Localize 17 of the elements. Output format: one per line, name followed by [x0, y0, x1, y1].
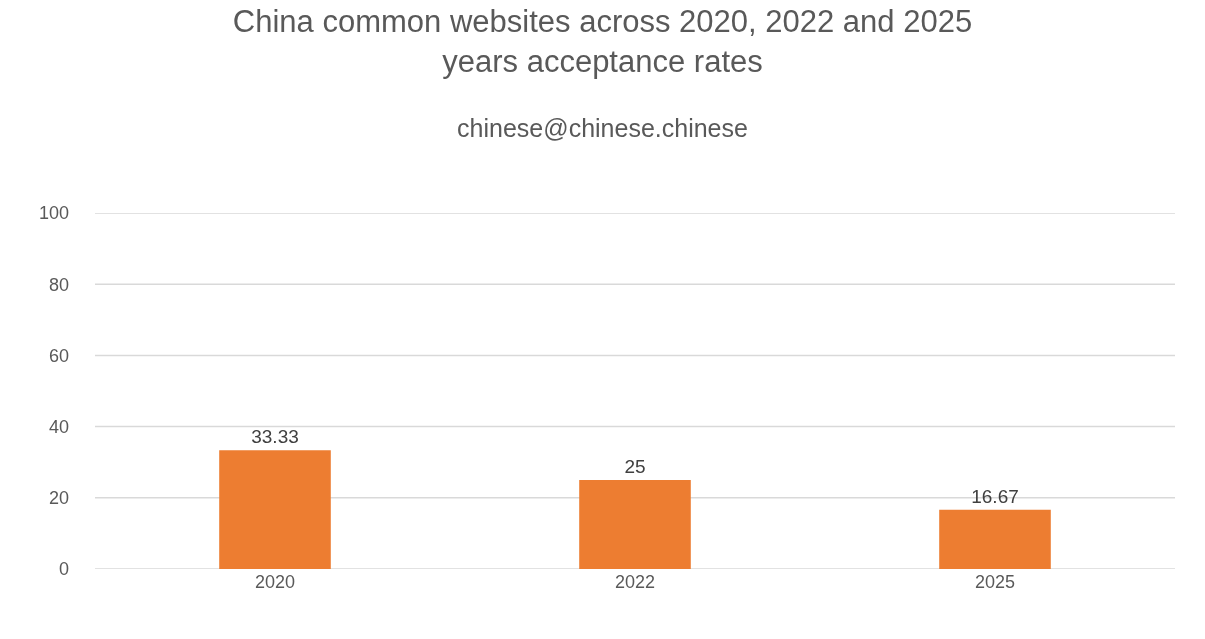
data-label: 25: [624, 456, 646, 477]
bar: [939, 509, 1051, 569]
y-tick-label: 60: [48, 345, 69, 366]
x-tick-label: 2025: [974, 572, 1016, 592]
bar: [219, 450, 331, 569]
y-tick-label: 20: [48, 488, 69, 509]
bar: [579, 480, 691, 569]
x-tick-label: 2022: [614, 572, 656, 592]
data-label: 16.67: [971, 485, 1019, 507]
y-tick-label: 100: [38, 203, 69, 224]
chart-subtitle: chinese@chinese.chinese: [457, 113, 748, 142]
y-tick-label: 40: [48, 416, 69, 437]
x-tick-label: 2020: [254, 572, 296, 592]
y-tick-label: 80: [48, 274, 69, 295]
data-label: 33.33: [251, 426, 299, 448]
y-tick-label: 0: [58, 559, 69, 580]
chart-title: China common websites across 2020, 2022 and 2025 years acceptance rates: [232, 3, 973, 80]
